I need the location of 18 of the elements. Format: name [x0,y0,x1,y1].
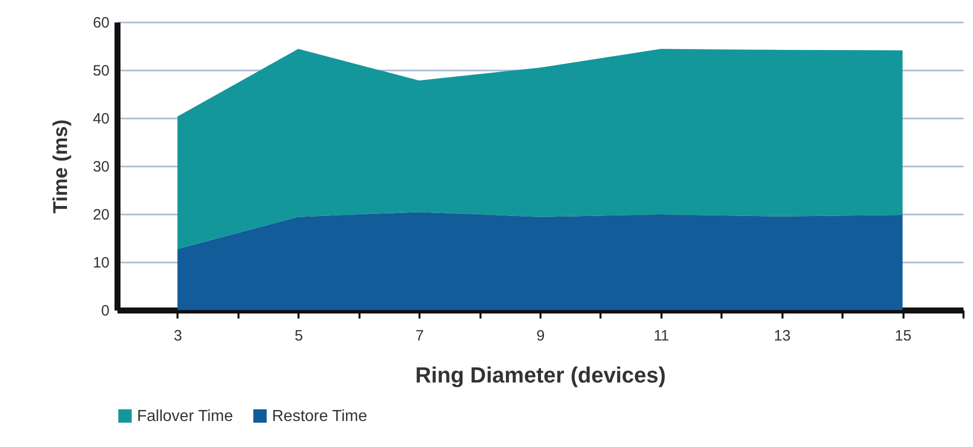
y-tick-label: 20 [92,206,110,224]
y-tick-label: 60 [92,14,110,32]
legend-label: Fallover Time [137,408,234,425]
x-tick-label: 15 [894,328,912,344]
y-tick-label: 40 [92,110,110,128]
x-axis-title: Ring Diameter (devices) [415,362,666,388]
x-tick-label: 9 [536,328,545,344]
x-tick-label: 3 [174,328,182,344]
y-axis-title: Time (ms) [50,119,72,214]
x-tick-label: 13 [774,328,791,344]
x-tick-label: 7 [415,328,424,344]
y-tick-label: 50 [92,62,110,80]
x-tick-label: 5 [294,328,303,344]
y-tick-label: 30 [92,158,110,176]
x-tick-label: 11 [654,328,670,344]
y-tick-label: 0 [101,302,110,320]
y-tick-label: 10 [92,254,110,272]
legend-label: Restore Time [272,408,368,425]
